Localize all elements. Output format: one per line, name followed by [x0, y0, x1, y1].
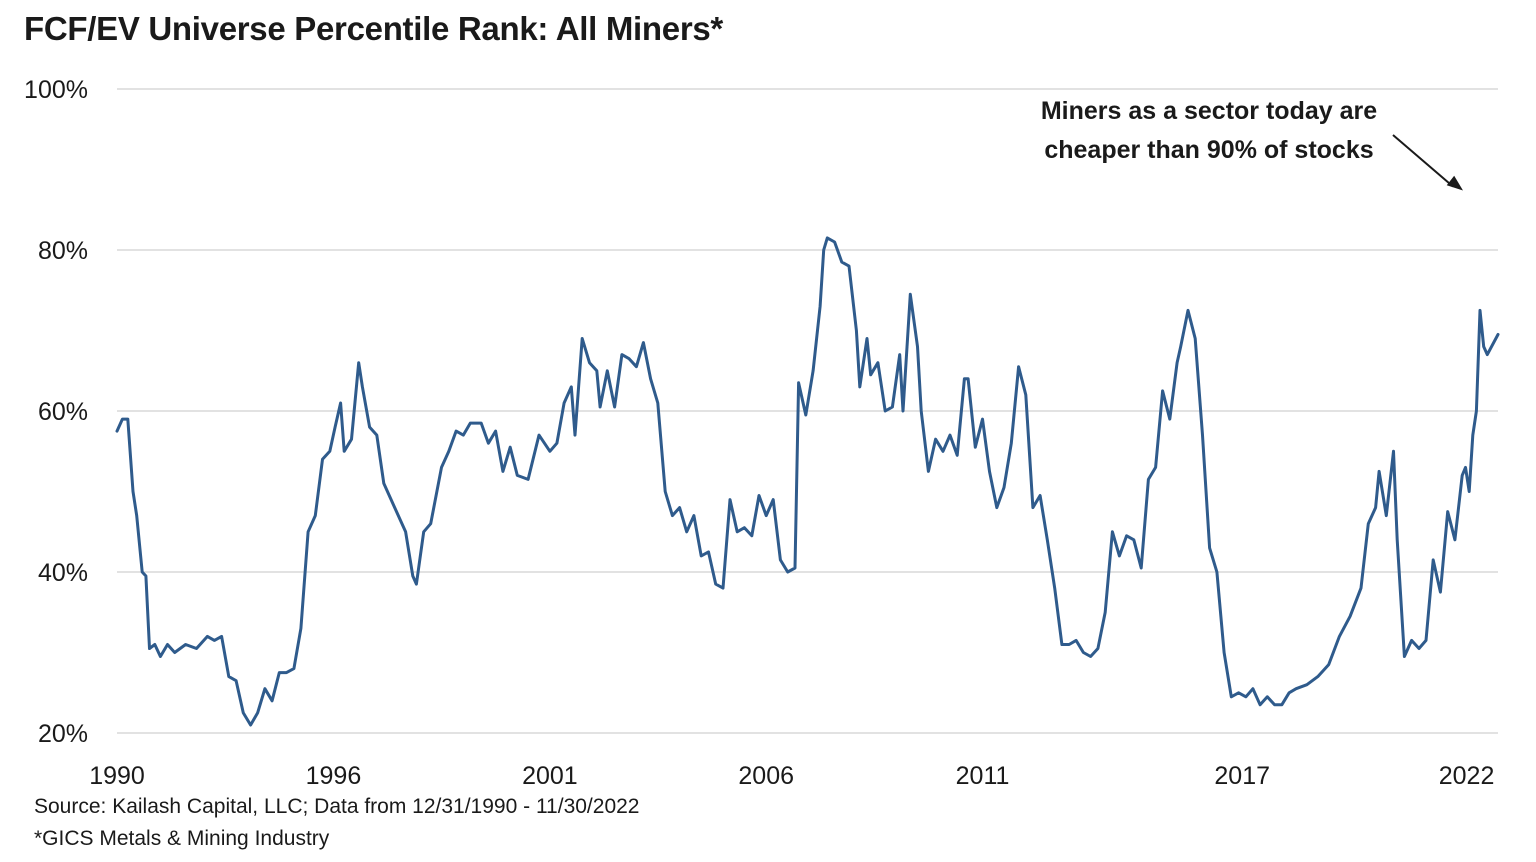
- annotation-text: cheaper than 90% of stocks: [1044, 136, 1373, 164]
- source-note: Source: Kailash Capital, LLC; Data from …: [34, 795, 640, 818]
- x-tick-label: 2006: [738, 762, 794, 790]
- x-tick-label: 1990: [89, 762, 145, 790]
- gics-footnote: *GICS Metals & Mining Industry: [34, 827, 330, 850]
- x-tick-label: 2022: [1439, 762, 1495, 790]
- y-tick-label: 80%: [38, 237, 88, 265]
- annotation-arrow: [1392, 134, 1454, 188]
- annotation-text: Miners as a sector today are: [1041, 97, 1377, 125]
- annotation: Miners as a sector today are cheaper than…: [1041, 97, 1463, 191]
- series-line: [115, 236, 1500, 727]
- y-axis-ticks: 20% 40% 60% 80% 100%: [24, 76, 88, 748]
- chart-title: FCF/EV Universe Percentile Rank: All Min…: [24, 10, 723, 47]
- x-tick-label: 1996: [306, 762, 362, 790]
- y-tick-label: 100%: [24, 76, 88, 104]
- x-tick-label: 2017: [1214, 762, 1270, 790]
- series-layer: [115, 236, 1500, 727]
- annotation-arrowhead: [1446, 175, 1463, 191]
- y-tick-label: 60%: [38, 398, 88, 426]
- y-tick-label: 40%: [38, 559, 88, 587]
- x-tick-label: 2011: [956, 762, 1010, 790]
- y-tick-label: 20%: [38, 720, 88, 748]
- x-axis-ticks: 1990 1996 2001 2006 2011 2017 2022: [89, 762, 1494, 790]
- x-tick-label: 2001: [522, 762, 578, 790]
